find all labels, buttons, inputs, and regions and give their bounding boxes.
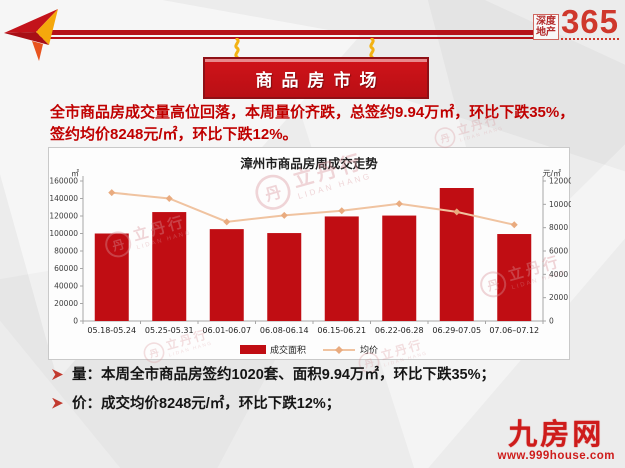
right-axis-tick-label: 0 bbox=[549, 317, 554, 326]
x-axis-category-label: 06.29-07.05 bbox=[432, 326, 481, 335]
section-banner-title: 商品房市场 bbox=[255, 70, 386, 90]
left-axis-tick-label: 40000 bbox=[54, 282, 78, 291]
legend-item-price: 均价 bbox=[322, 343, 378, 356]
x-axis-category-label: 05.25-05.31 bbox=[145, 326, 194, 335]
x-axis-category-label: 06.01-06.07 bbox=[202, 326, 251, 335]
right-axis-tick-label: 6000 bbox=[549, 247, 568, 256]
site-url: www.999house.com bbox=[497, 450, 615, 462]
bar bbox=[382, 215, 417, 321]
x-axis-category-label: 05.18-05.24 bbox=[87, 326, 136, 335]
bar bbox=[152, 212, 187, 321]
right-axis-tick-label: 2000 bbox=[549, 293, 568, 302]
right-axis-tick-label: 4000 bbox=[549, 270, 568, 279]
bullet-list: 量：本周全市商品房签约1020套、面积9.94万㎡，环比下跌35%； 价：成交均… bbox=[52, 366, 597, 423]
bullet-text: 量：本周全市商品房签约1020套、面积9.94万㎡，环比下跌35%； bbox=[72, 367, 495, 383]
bullet-arrow-icon bbox=[52, 369, 63, 380]
x-axis-category-label: 06.22-06.28 bbox=[375, 326, 424, 335]
x-axis-category-label: 06.08-06.14 bbox=[260, 326, 309, 335]
chart-legend: 成交面积 均价 bbox=[49, 343, 569, 356]
price-line-marker bbox=[165, 195, 173, 202]
bar bbox=[209, 229, 244, 321]
summary-text: 全市商品房成交量高位回落，本周量价齐跌，总签约9.94万㎡，环比下跌35%，签约… bbox=[50, 104, 575, 143]
bullet-arrow-icon bbox=[52, 397, 63, 409]
price-line-marker bbox=[280, 211, 288, 219]
chart-panel: 漳州市商品房周成交走势 ㎡ 元/㎡ 0 20000 40000 60000 80000 1… bbox=[48, 147, 571, 376]
bar bbox=[324, 216, 359, 321]
price-line bbox=[111, 191, 515, 226]
left-axis-tick-label: 60000 bbox=[54, 264, 78, 273]
bar bbox=[94, 233, 129, 321]
right-axis-unit-label: 元/㎡ bbox=[542, 169, 561, 178]
price-line-marker bbox=[223, 218, 231, 226]
left-axis-tick-label: 20000 bbox=[54, 299, 78, 308]
left-axis-unit-label: ㎡ bbox=[71, 169, 79, 178]
brand-logo-stacked-text: 深度 地产 bbox=[532, 14, 559, 40]
x-axis-category-label: 07.06–07.12 bbox=[489, 326, 539, 335]
left-axis-tick-label: 80000 bbox=[54, 247, 78, 256]
chart-plot: 0200004000060000800001000001200001400001… bbox=[49, 176, 571, 335]
left-axis-tick-label: 140000 bbox=[49, 194, 78, 203]
right-axis-tick-label: 12000 bbox=[549, 177, 571, 186]
header-rule bbox=[37, 30, 533, 39]
brand-logo-number: 365 bbox=[560, 3, 619, 40]
banner-hook-icon bbox=[234, 38, 240, 62]
left-axis-tick-label: 100000 bbox=[49, 229, 78, 238]
left-axis-tick-label: 0 bbox=[73, 317, 78, 326]
price-line-marker bbox=[108, 189, 116, 197]
site-logo: 九房网 www.999house.com bbox=[498, 420, 616, 462]
x-axis-category-label: 06.15-06.21 bbox=[317, 326, 366, 335]
banner-hook-icon bbox=[369, 38, 375, 62]
legend-item-area: 成交面积 bbox=[239, 343, 306, 356]
legend-label: 均价 bbox=[360, 345, 379, 355]
left-axis-tick-label: 160000 bbox=[49, 177, 78, 186]
legend-bar-swatch-icon bbox=[239, 345, 266, 354]
chart-title: 漳州市商品房周成交走势 bbox=[240, 157, 378, 171]
left-axis-tick-label: 120000 bbox=[49, 212, 78, 221]
right-axis-tick-label: 8000 bbox=[549, 223, 568, 232]
bullet-text: 价：成交均价8248元/㎡，环比下跌12%； bbox=[72, 395, 341, 412]
section-banner: 商品房市场 bbox=[203, 57, 429, 99]
bar bbox=[267, 233, 302, 321]
brand-logo-tagline-rule bbox=[560, 38, 619, 40]
brand-logo: 深度 地产 365 bbox=[532, 3, 619, 40]
bullet-item: 价：成交均价8248元/㎡，环比下跌12%； bbox=[52, 395, 597, 415]
paper-plane-arrow-icon bbox=[4, 9, 58, 61]
price-line-marker bbox=[453, 208, 461, 216]
price-line-marker bbox=[338, 207, 346, 215]
legend-line-swatch-icon bbox=[323, 345, 355, 354]
bar bbox=[439, 188, 474, 321]
price-line-marker bbox=[395, 200, 403, 208]
bar bbox=[497, 234, 532, 321]
bullet-item: 量：本周全市商品房签约1020套、面积9.94万㎡，环比下跌35%； bbox=[52, 366, 597, 386]
right-axis-tick-label: 10000 bbox=[549, 200, 571, 209]
site-name: 九房网 bbox=[508, 419, 605, 451]
price-line-marker bbox=[510, 221, 518, 229]
legend-label: 成交面积 bbox=[269, 345, 306, 355]
